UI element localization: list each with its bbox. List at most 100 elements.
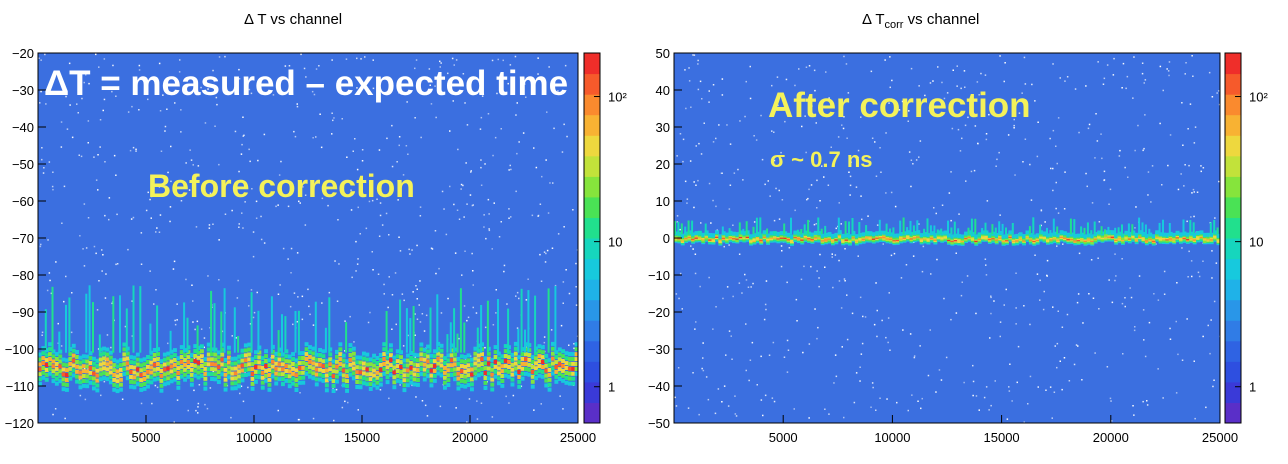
band-cell	[159, 364, 164, 369]
noise-speck	[960, 87, 962, 90]
noise-speck	[693, 54, 696, 56]
noise-speck	[1057, 212, 1060, 214]
noise-speck	[771, 130, 773, 132]
band-streak	[429, 307, 432, 353]
band-cell	[44, 353, 49, 358]
noise-speck	[416, 288, 418, 290]
band-cell	[122, 342, 127, 347]
noise-speck	[40, 90, 42, 93]
noise-speck	[919, 345, 921, 347]
band-streak	[1131, 224, 1134, 235]
noise-speck	[694, 272, 697, 275]
band-cell	[449, 368, 454, 373]
x-tick-label: 25000	[560, 430, 596, 445]
noise-speck	[388, 184, 391, 186]
band-streak	[800, 229, 803, 235]
band-cell	[156, 371, 160, 376]
band-cell	[473, 346, 478, 351]
noise-speck	[956, 65, 958, 67]
band-cell	[382, 342, 387, 347]
noise-speck	[132, 146, 135, 149]
noise-speck	[298, 200, 300, 203]
band-cell	[146, 369, 150, 374]
noise-speck	[131, 105, 133, 108]
noise-speck	[765, 280, 768, 282]
noise-speck	[116, 263, 119, 265]
noise-speck	[1057, 117, 1060, 119]
noise-speck	[1043, 290, 1045, 293]
noise-speck	[428, 68, 431, 70]
noise-speck	[933, 207, 935, 209]
band-cell	[159, 373, 164, 378]
noise-speck	[1063, 357, 1066, 359]
noise-speck	[889, 349, 891, 351]
noise-speck	[1138, 275, 1141, 277]
band-streak	[906, 227, 909, 235]
noise-speck	[980, 72, 982, 75]
band-cell	[513, 341, 518, 346]
noise-speck	[1121, 87, 1123, 89]
band-cell	[480, 357, 484, 362]
band-cell	[392, 360, 397, 365]
band-cell	[122, 357, 127, 362]
band-cell	[402, 383, 407, 388]
band-cell	[321, 369, 326, 373]
noise-speck	[71, 136, 74, 139]
band-cell	[341, 363, 346, 368]
noise-speck	[560, 324, 563, 327]
noise-speck	[95, 252, 97, 255]
noise-speck	[377, 273, 380, 275]
noise-speck	[1200, 165, 1202, 167]
noise-speck	[1202, 167, 1205, 169]
band-cell	[51, 364, 56, 369]
band-cell	[166, 376, 171, 381]
band-cell	[281, 357, 285, 362]
band-cell	[318, 357, 322, 362]
noise-speck	[390, 81, 393, 83]
band-cell	[456, 376, 461, 381]
noise-speck	[83, 81, 85, 84]
band-cell	[375, 361, 380, 365]
noise-speck	[943, 297, 945, 300]
noise-speck	[93, 245, 96, 248]
noise-speck	[734, 395, 736, 397]
noise-speck	[408, 248, 410, 251]
noise-speck	[910, 67, 913, 70]
band-cell	[162, 352, 167, 357]
band-cell	[399, 360, 403, 365]
band-cell	[186, 369, 191, 374]
noise-speck	[1077, 293, 1080, 295]
band-cell	[75, 364, 79, 369]
band-cell	[711, 233, 716, 238]
noise-speck	[688, 80, 691, 82]
band-cell	[71, 373, 76, 378]
noise-speck	[718, 124, 720, 126]
band-cell	[362, 356, 366, 361]
noise-speck	[970, 170, 973, 173]
band-cell	[247, 372, 252, 377]
band-cell	[409, 360, 414, 365]
noise-speck	[1075, 344, 1078, 346]
noise-speck	[957, 128, 960, 131]
noise-speck	[532, 81, 535, 83]
noise-speck	[360, 58, 362, 60]
noise-speck	[191, 284, 193, 286]
band-cell	[179, 374, 184, 379]
band-cell	[446, 378, 451, 383]
noise-speck	[207, 275, 209, 277]
noise-speck	[472, 204, 474, 206]
noise-speck	[68, 62, 71, 65]
band-cell	[159, 383, 164, 388]
band-cell	[173, 372, 177, 377]
noise-speck	[469, 194, 472, 196]
noise-speck	[1188, 250, 1190, 253]
noise-speck	[503, 264, 506, 267]
band-cell	[119, 387, 123, 392]
band-cell	[243, 368, 248, 373]
noise-speck	[1095, 113, 1097, 115]
noise-speck	[516, 102, 518, 104]
noise-speck	[1135, 206, 1137, 208]
noise-speck	[786, 339, 789, 342]
band-streak	[752, 226, 755, 235]
noise-speck	[130, 218, 133, 220]
